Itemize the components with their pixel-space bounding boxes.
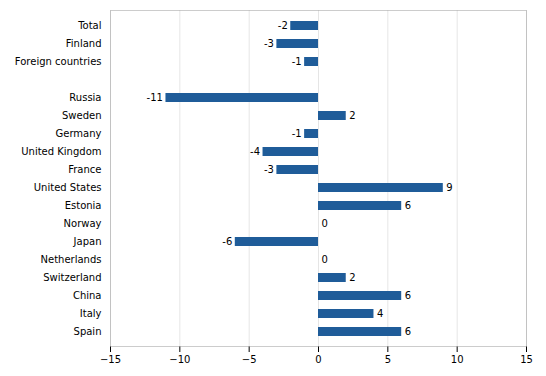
svg-text:6: 6 [405,200,411,211]
svg-text:10: 10 [451,354,464,365]
svg-text:Sweden: Sweden [62,110,102,121]
svg-text:-1: -1 [292,56,302,67]
svg-text:−10: −10 [169,354,190,365]
svg-text:6: 6 [405,326,411,337]
svg-text:Total: Total [77,20,101,31]
svg-text:Estonia: Estonia [65,200,102,211]
svg-text:-6: -6 [222,236,232,247]
svg-text:Finland: Finland [66,38,102,49]
svg-text:-4: -4 [250,146,260,157]
svg-text:15: 15 [520,354,533,365]
svg-text:-11: -11 [147,92,163,103]
svg-text:Russia: Russia [69,92,101,103]
svg-text:0: 0 [315,354,321,365]
svg-text:France: France [68,164,101,175]
svg-text:2: 2 [349,110,355,121]
svg-text:United Kingdom: United Kingdom [21,146,101,157]
svg-text:Italy: Italy [80,308,102,319]
svg-text:-3: -3 [264,38,274,49]
svg-text:Switzerland: Switzerland [43,272,101,283]
svg-text:Netherlands: Netherlands [41,254,102,265]
svg-text:-1: -1 [292,128,302,139]
svg-text:5: 5 [385,354,391,365]
svg-text:United States: United States [34,182,102,193]
svg-text:4: 4 [377,308,383,319]
svg-text:0: 0 [322,254,328,265]
svg-text:-3: -3 [264,164,274,175]
svg-text:6: 6 [405,290,411,301]
svg-text:Germany: Germany [56,128,102,139]
svg-text:Norway: Norway [64,218,102,229]
svg-text:-2: -2 [278,20,288,31]
svg-text:9: 9 [446,182,452,193]
svg-text:Foreign countries: Foreign countries [15,56,102,67]
svg-text:−15: −15 [100,354,121,365]
svg-text:0: 0 [322,218,328,229]
svg-text:China: China [73,290,102,301]
svg-text:2: 2 [349,272,355,283]
svg-text:−5: −5 [242,354,257,365]
svg-text:Spain: Spain [74,326,102,337]
svg-text:Japan: Japan [73,236,102,247]
